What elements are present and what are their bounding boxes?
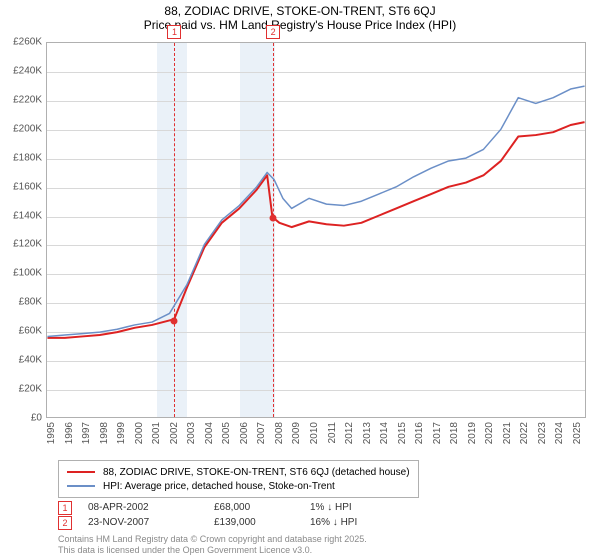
legend-swatch-hpi <box>67 485 95 487</box>
footer-attribution: Contains HM Land Registry data © Crown c… <box>58 534 367 556</box>
series-svg <box>47 43 585 417</box>
legend-box: 88, ZODIAC DRIVE, STOKE-ON-TRENT, ST6 6Q… <box>58 460 419 498</box>
annotation-marker-2: 2 <box>58 516 72 530</box>
legend-swatch-property <box>67 471 95 473</box>
chart-title: 88, ZODIAC DRIVE, STOKE-ON-TRENT, ST6 6Q… <box>0 4 600 18</box>
annotations-table: 1 08-APR-2002 £68,000 1% ↓ HPI 2 23-NOV-… <box>58 500 390 530</box>
annotation-delta-1: 1% ↓ HPI <box>310 502 390 513</box>
chart-subtitle: Price paid vs. HM Land Registry's House … <box>0 18 600 32</box>
legend-item-property: 88, ZODIAC DRIVE, STOKE-ON-TRENT, ST6 6Q… <box>67 465 410 479</box>
annotation-delta-2: 16% ↓ HPI <box>310 517 390 528</box>
annotation-row-1: 1 08-APR-2002 £68,000 1% ↓ HPI <box>58 500 390 515</box>
annotation-marker-1: 1 <box>58 501 72 515</box>
annotation-price-2: £139,000 <box>214 517 294 528</box>
footer-line-1: Contains HM Land Registry data © Crown c… <box>58 534 367 545</box>
annotation-date-1: 08-APR-2002 <box>88 502 198 513</box>
chart-plot-area: 12 <box>46 42 586 418</box>
legend-item-hpi: HPI: Average price, detached house, Stok… <box>67 479 410 493</box>
legend-label-hpi: HPI: Average price, detached house, Stok… <box>103 481 335 492</box>
annotation-price-1: £68,000 <box>214 502 294 513</box>
annotation-row-2: 2 23-NOV-2007 £139,000 16% ↓ HPI <box>58 515 390 530</box>
footer-line-2: This data is licensed under the Open Gov… <box>58 545 367 556</box>
legend-label-property: 88, ZODIAC DRIVE, STOKE-ON-TRENT, ST6 6Q… <box>103 467 410 478</box>
annotation-date-2: 23-NOV-2007 <box>88 517 198 528</box>
